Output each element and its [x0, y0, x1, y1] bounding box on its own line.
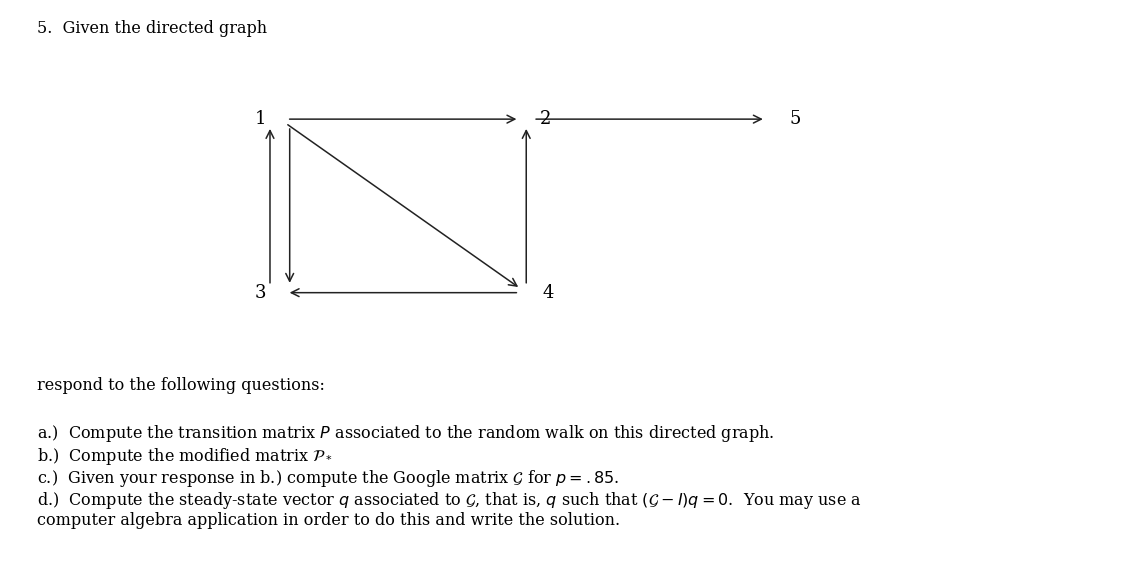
Text: 3: 3 [254, 284, 265, 302]
Text: c.)  Given your response in b.) compute the Google matrix $\mathcal{G}$ for $p =: c.) Given your response in b.) compute t… [37, 468, 619, 489]
Text: computer algebra application in order to do this and write the solution.: computer algebra application in order to… [37, 512, 620, 529]
Text: 5: 5 [789, 110, 801, 128]
FancyArrowPatch shape [535, 115, 761, 123]
FancyArrowPatch shape [523, 131, 530, 283]
Text: a.)  Compute the transition matrix $P$ associated to the random walk on this dir: a.) Compute the transition matrix $P$ as… [37, 423, 774, 444]
Text: 4: 4 [542, 284, 554, 302]
FancyArrowPatch shape [288, 125, 517, 286]
FancyArrowPatch shape [267, 131, 273, 283]
FancyArrowPatch shape [289, 115, 515, 123]
Text: b.)  Compute the modified matrix $\mathcal{P}_*$: b.) Compute the modified matrix $\mathca… [37, 446, 333, 467]
FancyArrowPatch shape [292, 288, 517, 297]
Text: 2: 2 [540, 110, 551, 128]
Text: 5.  Given the directed graph: 5. Given the directed graph [37, 20, 267, 37]
Text: d.)  Compute the steady-state vector $q$ associated to $\mathcal{G}$, that is, $: d.) Compute the steady-state vector $q$ … [37, 490, 861, 511]
Text: respond to the following questions:: respond to the following questions: [37, 377, 325, 394]
Text: 1: 1 [254, 110, 265, 128]
FancyArrowPatch shape [286, 129, 294, 281]
